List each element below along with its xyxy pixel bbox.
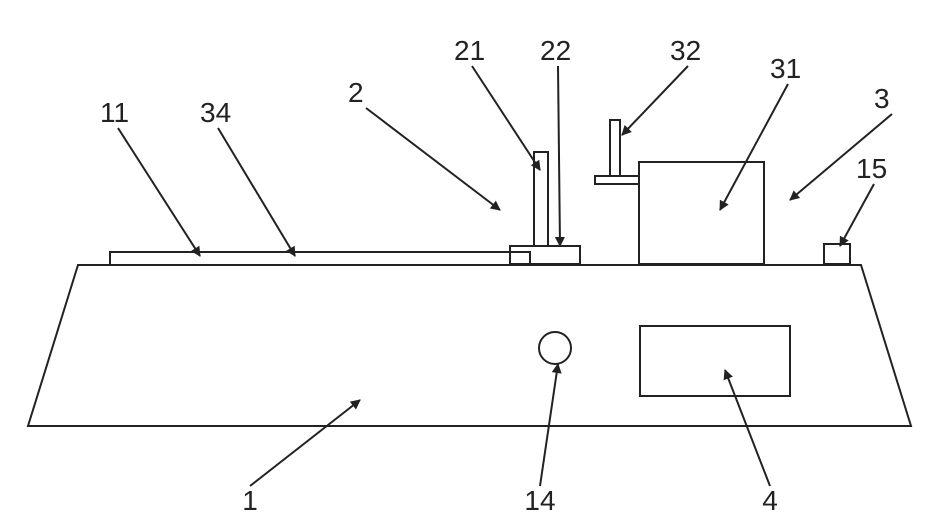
leader-4 — [725, 370, 770, 486]
label-31: 31 — [770, 53, 801, 84]
leader-11 — [118, 128, 200, 256]
dial — [539, 332, 571, 364]
slider-base — [510, 246, 580, 264]
leader-21 — [472, 66, 540, 170]
block-31 — [639, 162, 764, 264]
label-11: 11 — [100, 97, 129, 128]
leader-15 — [840, 184, 874, 246]
slider-post — [534, 152, 548, 246]
label-22: 22 — [540, 35, 571, 66]
base-trapezoid — [28, 265, 911, 426]
leader-31 — [720, 84, 788, 210]
top-long-slab — [110, 252, 530, 265]
label-1: 1 — [242, 485, 258, 516]
panel — [640, 326, 790, 396]
label-14: 14 — [524, 485, 555, 516]
label-4: 4 — [762, 485, 778, 516]
label-15: 15 — [856, 153, 887, 184]
label-21: 21 — [454, 35, 485, 66]
leader-1 — [250, 400, 360, 486]
label-3: 3 — [874, 83, 890, 114]
label-32: 32 — [670, 35, 701, 66]
leader-22 — [558, 66, 560, 246]
arm-horizontal — [595, 176, 639, 184]
label-34: 34 — [200, 97, 231, 128]
label-2: 2 — [348, 77, 364, 108]
leader-2 — [366, 108, 500, 210]
leader-34 — [218, 128, 295, 256]
arm-vertical — [610, 120, 620, 176]
leader-32 — [622, 66, 688, 135]
small-stop — [824, 244, 850, 264]
